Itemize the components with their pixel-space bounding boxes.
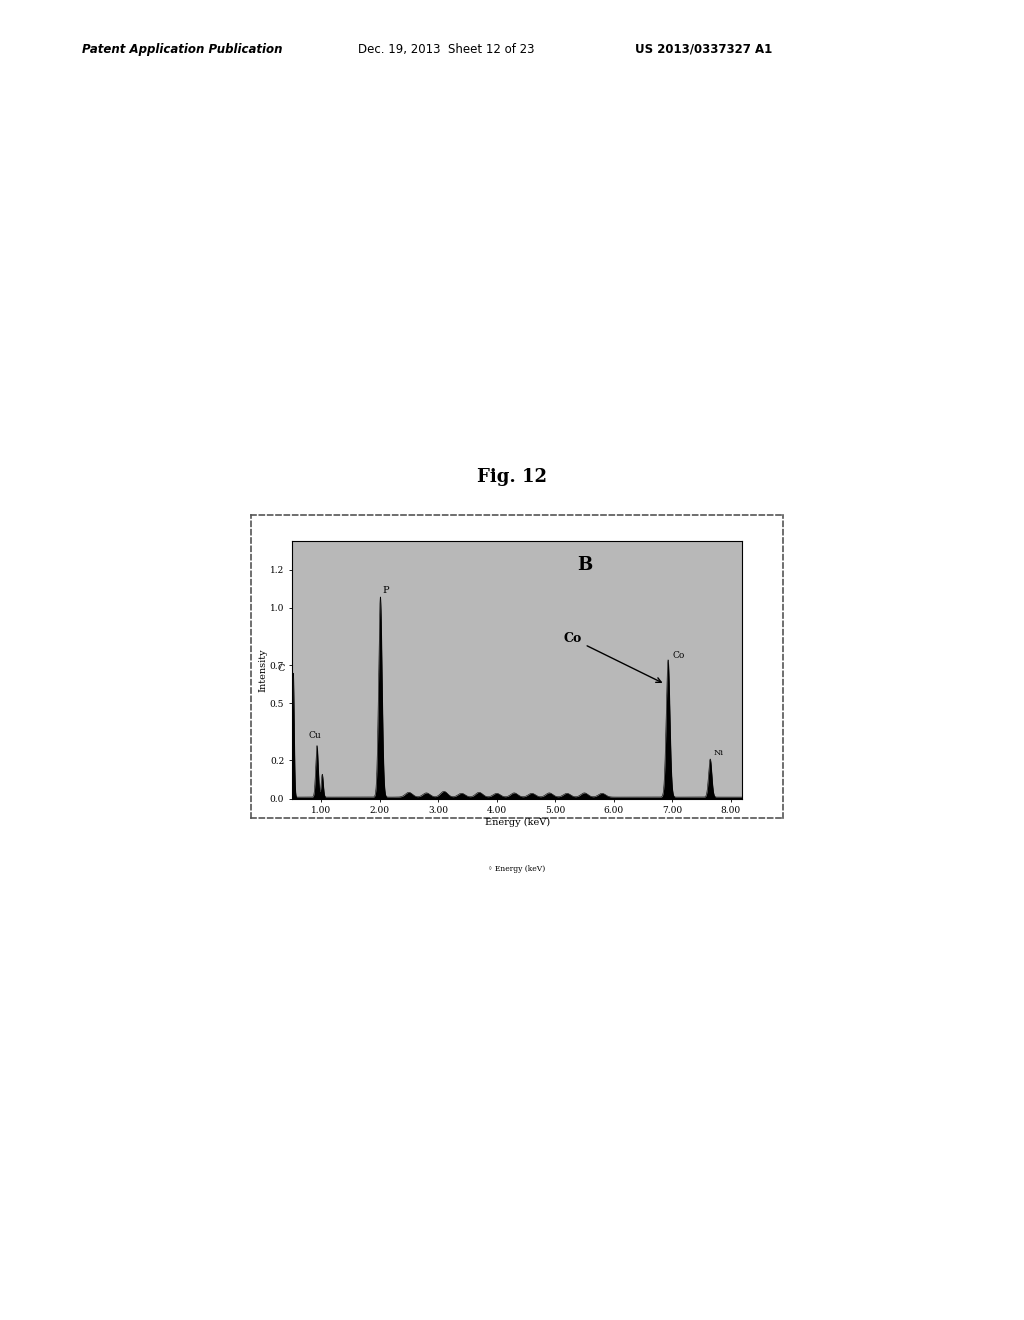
- Text: US 2013/0337327 A1: US 2013/0337327 A1: [635, 42, 772, 55]
- Text: Fig. 12: Fig. 12: [477, 467, 547, 486]
- Y-axis label: Intensity: Intensity: [258, 648, 267, 692]
- Text: Cu: Cu: [309, 730, 322, 739]
- Text: Patent Application Publication: Patent Application Publication: [82, 42, 283, 55]
- Text: P: P: [383, 586, 389, 595]
- Text: Dec. 19, 2013  Sheet 12 of 23: Dec. 19, 2013 Sheet 12 of 23: [358, 42, 535, 55]
- Text: Co: Co: [563, 632, 662, 682]
- Text: ◦ Energy (keV): ◦ Energy (keV): [488, 865, 546, 873]
- Text: Co: Co: [672, 651, 685, 660]
- X-axis label: Energy (keV): Energy (keV): [484, 818, 550, 828]
- Text: C: C: [278, 664, 285, 673]
- Text: B: B: [577, 556, 592, 574]
- Text: Ni: Ni: [713, 748, 723, 756]
